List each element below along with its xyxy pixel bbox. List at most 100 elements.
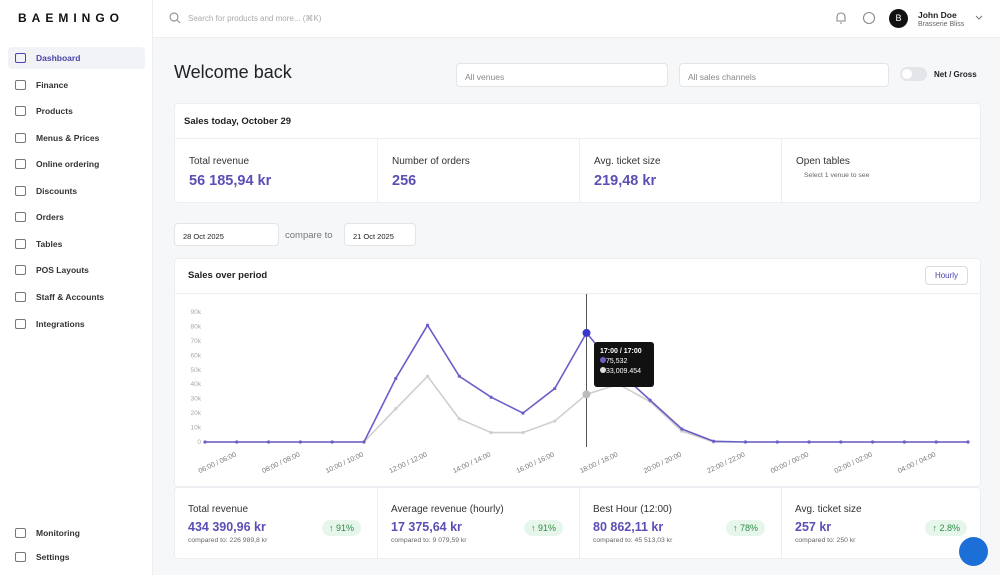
x-tick-label: 00:00 / 00:00 [770, 451, 810, 475]
data-point [775, 440, 779, 444]
y-tick-label: 30k [191, 396, 202, 403]
tooltip-current-value: 75,532 [606, 358, 628, 365]
today-value: 256 [392, 173, 417, 189]
arrow-icon: ↑ [732, 523, 740, 533]
page-title: Welcome back [174, 62, 292, 82]
y-tick-label: 20k [191, 410, 202, 417]
nav-item[interactable]: Discounts [8, 180, 145, 202]
kpi-cell: Avg. ticket size 257 kr compared to: 250 k… [781, 488, 983, 558]
date-to[interactable]: 21 Oct 2025 [344, 223, 416, 246]
kpi-label: Total revenue [188, 504, 249, 515]
nav-icon [15, 80, 26, 90]
today-card: Sales today, October 29 Total revenue 56 … [174, 103, 981, 203]
venue-select[interactable]: All venues [456, 63, 668, 87]
nav-icon [15, 212, 26, 222]
nav-item[interactable]: Products [8, 100, 145, 122]
nav-label: Monitoring [36, 528, 80, 538]
date-to-text: 21 Oct 2025 [353, 232, 394, 241]
data-point [582, 328, 591, 337]
x-tick-label: 20:00 / 20:00 [643, 451, 683, 475]
data-point [871, 440, 875, 444]
data-point [521, 411, 525, 415]
nav-item[interactable]: Staff & Accounts [8, 286, 145, 308]
x-tick-label: 12:00 / 12:00 [388, 451, 428, 475]
y-tick-label: 10k [191, 425, 202, 432]
today-label: Total revenue [189, 156, 250, 167]
kpi-change: ↑ 91% [523, 520, 563, 536]
x-tick-label: 18:00 / 18:00 [579, 451, 619, 475]
nav-item[interactable]: Dashboard [8, 47, 145, 69]
nav-item[interactable]: Finance [8, 74, 145, 96]
help-icon[interactable] [862, 11, 876, 25]
kpi-change-value: 91% [335, 523, 354, 533]
today-cell: Total revenue 56 185,94 kr [175, 139, 377, 203]
today-value: 56 185,94 kr [189, 173, 272, 189]
today-cell: Open tables Select 1 venue to see [781, 139, 983, 203]
data-point [553, 419, 557, 423]
data-point [394, 407, 398, 411]
nav-item[interactable]: Orders [8, 206, 145, 228]
toggle-label: Net / Gross [934, 70, 977, 79]
kpi-value: 434 390,96 kr [188, 520, 266, 534]
nav-label: Online ordering [36, 159, 100, 169]
chevron[interactable] [975, 15, 983, 21]
kpi-cell: Average revenue (hourly) 17 375,64 kr comp… [377, 488, 579, 558]
nav-label: POS Layouts [36, 265, 89, 275]
kpi-label: Best Hour (12:00) [593, 504, 672, 515]
chart-title: Sales over period [188, 270, 268, 281]
nav-icon [15, 552, 26, 562]
tooltip-compare: 33,009.454 [600, 367, 648, 377]
compare-label: compare to [285, 230, 333, 241]
nav-item[interactable]: Integrations [8, 313, 145, 335]
sidebar: BAEMINGO Dashboard Finance Products Menus &… [0, 0, 153, 575]
avatar[interactable]: B [889, 9, 908, 28]
kpi-change-value: 91% [537, 523, 556, 533]
nav-item[interactable]: Monitoring [8, 522, 145, 544]
data-point [839, 440, 843, 444]
today-title: Sales today, October 29 [184, 116, 292, 127]
data-point [266, 440, 271, 444]
y-tick-label: 70k [191, 338, 202, 345]
venue-select-text: All venues [465, 72, 505, 82]
data-point [298, 440, 302, 444]
channel-select[interactable]: All sales channels [679, 63, 889, 87]
kpi-change: ↑ 2.8% [925, 520, 967, 536]
bell-icon[interactable] [834, 11, 848, 25]
data-point [521, 431, 525, 435]
kpi-change: ↑ 78% [725, 520, 765, 536]
arrow-icon: ↑ [932, 523, 940, 533]
nav-icon [15, 106, 26, 116]
nav-icon [15, 265, 26, 275]
brand[interactable]: BAEMINGO [18, 11, 124, 25]
kpi-compared: compared to: 45 513,03 kr [593, 537, 673, 544]
kpi-value: 80 862,11 kr [593, 520, 664, 534]
nav-icon [15, 53, 26, 63]
nav-icon [15, 133, 26, 143]
nav-item[interactable]: Settings [8, 546, 145, 568]
date-from[interactable]: 28 Oct 2025 [174, 223, 279, 246]
today-label: Number of orders [392, 156, 470, 167]
chat-button[interactable] [959, 537, 988, 566]
y-tick-label: 80k [191, 323, 202, 330]
kpi-compared: compared to: 226 989,8 kr [188, 537, 268, 544]
x-tick-label: 04:00 / 04:00 [897, 451, 937, 475]
y-tick-label: 50k [191, 367, 202, 374]
data-point [582, 390, 591, 399]
hourly-button[interactable]: Hourly [925, 266, 968, 285]
data-point [457, 417, 461, 421]
nav-item[interactable]: Tables [8, 233, 145, 255]
nav-icon [15, 319, 26, 329]
data-point [902, 440, 907, 444]
today-value: 219,48 kr [594, 173, 657, 189]
search-input[interactable]: Search for products and more... (⌘K) [188, 14, 322, 23]
nav-item[interactable]: POS Layouts [8, 259, 145, 281]
nav-item[interactable]: Menus & Prices [8, 127, 145, 149]
nav-label: Menus & Prices [36, 133, 100, 143]
chart-card: Sales over period Hourly 0 10k 20k 30k 40k 50… [174, 258, 981, 487]
nav-item[interactable]: Online ordering [8, 153, 145, 175]
toggle[interactable] [900, 67, 927, 81]
channel-select-text: All sales channels [688, 72, 757, 82]
x-tick-label: 02:00 / 02:00 [833, 451, 873, 475]
nav-label: Integrations [36, 319, 85, 329]
